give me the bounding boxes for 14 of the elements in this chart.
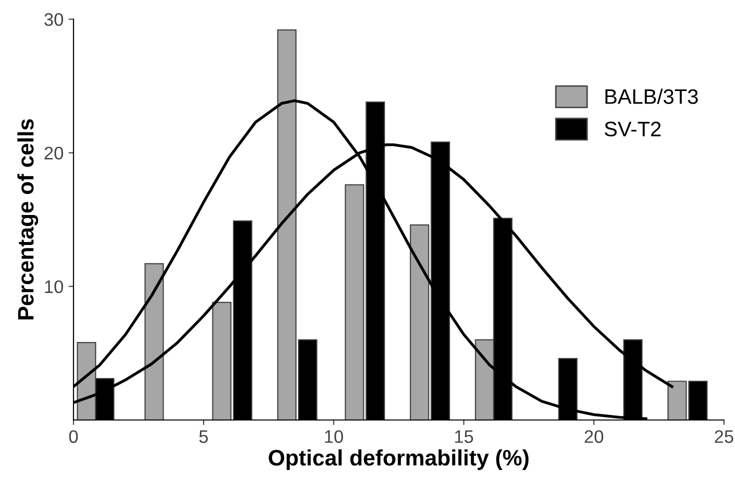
x-axis-title: Optical deformability (%) bbox=[268, 449, 529, 470]
y-tick-label: 20 bbox=[44, 146, 64, 160]
legend-label: SV-T2 bbox=[604, 122, 661, 136]
x-tick-label: 25 bbox=[714, 430, 734, 443]
bar bbox=[144, 263, 164, 420]
x-tick-label: 15 bbox=[455, 430, 474, 443]
y-tick-label: 30 bbox=[44, 13, 64, 26]
y-axis-title: Percentage of cells bbox=[17, 119, 38, 320]
x-tick-label: 20 bbox=[584, 430, 604, 443]
x-tick-label: 5 bbox=[199, 430, 208, 443]
y-tick-label: 10 bbox=[45, 280, 64, 294]
x-tick-label: 0 bbox=[69, 430, 78, 443]
legend-label: BALB/3T3 bbox=[605, 88, 698, 104]
x-tick-label: 10 bbox=[325, 430, 344, 443]
